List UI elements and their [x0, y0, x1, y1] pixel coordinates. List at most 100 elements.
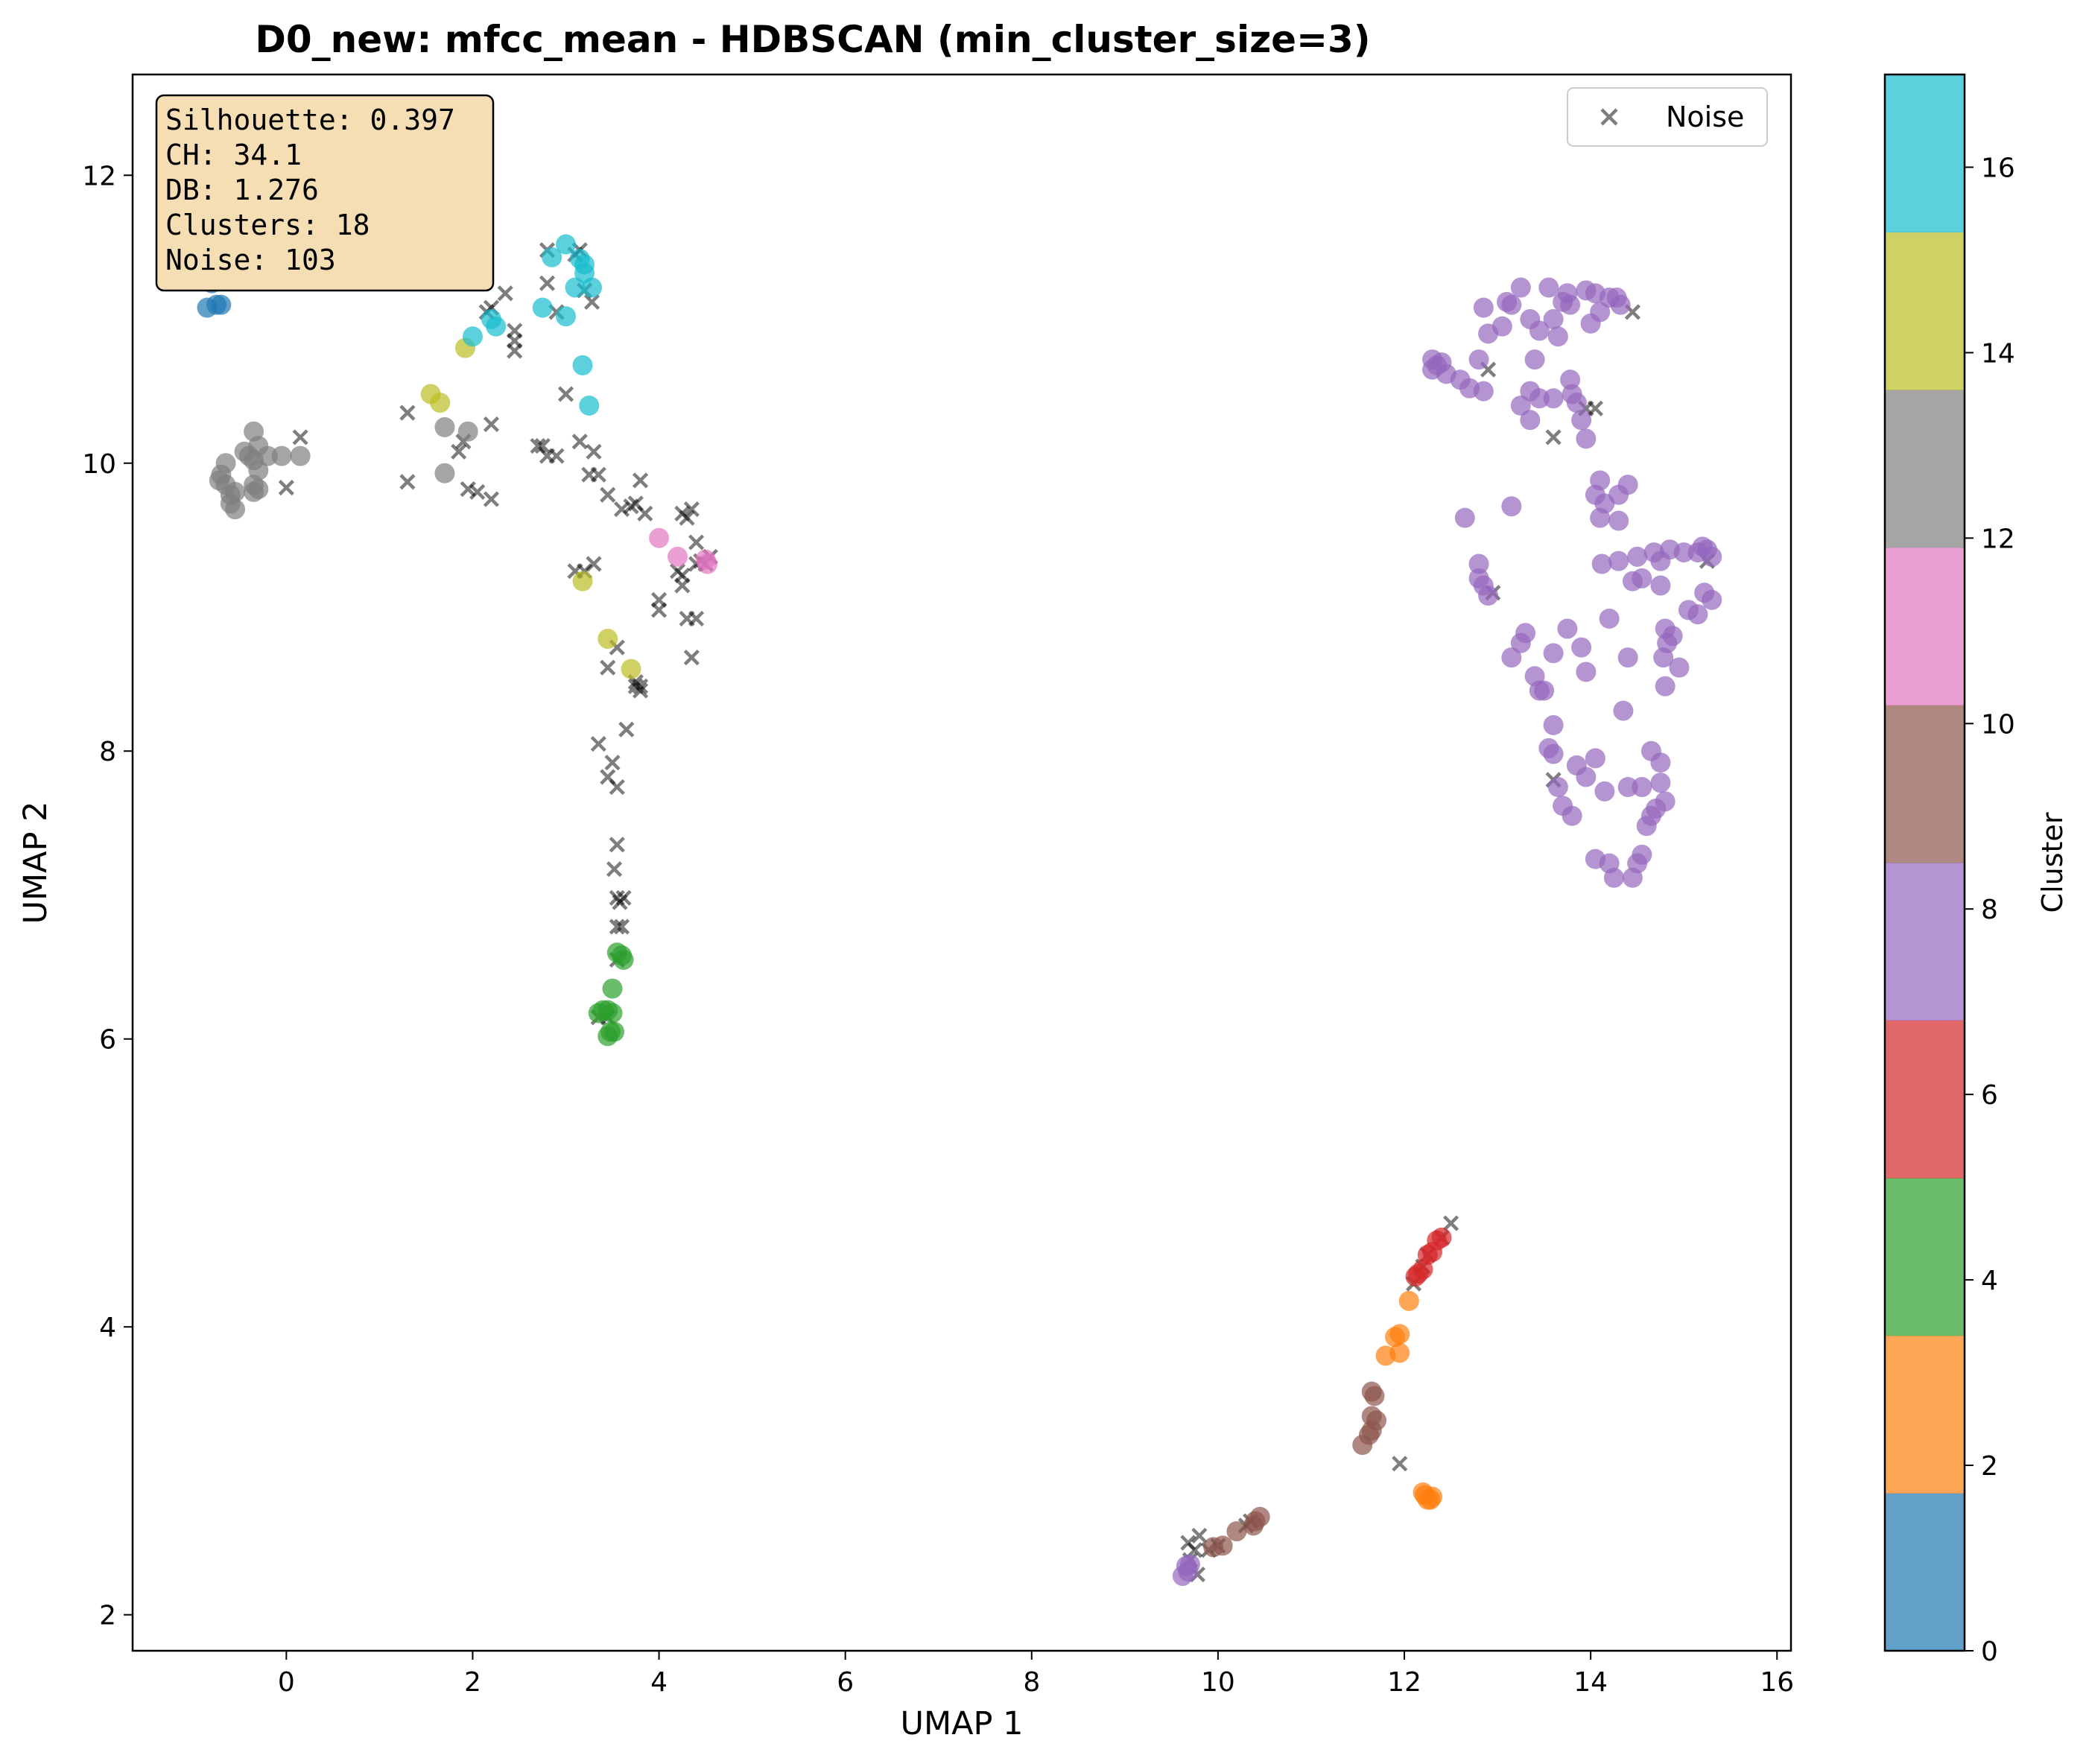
stats-box-background	[155, 94, 495, 292]
cluster-8-point	[1632, 844, 1652, 865]
cluster-16-point	[542, 247, 562, 267]
noise-point	[609, 919, 625, 935]
cluster-9-point	[1226, 1521, 1247, 1542]
cluster-8-point	[1562, 384, 1582, 404]
cluster-9-point	[1352, 1435, 1373, 1456]
cluster-11-point	[649, 527, 670, 548]
cluster-8-point	[1524, 349, 1545, 370]
cluster-8-point	[1673, 542, 1694, 563]
x-tick-label: 6	[837, 1667, 854, 1698]
colorbar-band	[1885, 705, 1965, 863]
cluster-8-point	[1580, 313, 1601, 334]
cluster-8-point	[1594, 781, 1615, 802]
cluster-16-point	[556, 234, 577, 255]
cluster-8-point	[1591, 553, 1612, 574]
cluster-9-point	[1364, 1386, 1385, 1406]
x-axis-label: UMAP 1	[901, 1705, 1024, 1742]
cluster-3-point	[1375, 1345, 1396, 1366]
y-tick-label: 8	[99, 737, 116, 767]
cluster-8-point	[1662, 626, 1683, 647]
cluster-8-point	[1617, 475, 1638, 495]
colorbar-band	[1885, 863, 1965, 1021]
cluster-9-point	[1203, 1537, 1224, 1558]
noise-points	[250, 141, 1716, 1583]
x-tick-label: 8	[1023, 1667, 1040, 1698]
cluster-8-point	[1543, 388, 1564, 409]
noise-point	[483, 416, 500, 433]
noise-point	[586, 443, 602, 460]
cluster-13-point	[434, 463, 455, 483]
noise-point	[571, 434, 588, 450]
noise-point	[534, 437, 551, 454]
colorbar-band	[1885, 390, 1965, 548]
cluster-points	[197, 136, 1722, 1587]
noise-point	[1442, 1215, 1459, 1231]
noise-point	[613, 501, 630, 518]
cluster-16-point	[579, 395, 600, 416]
cluster-8-point	[1454, 507, 1475, 528]
cluster-8-point	[1571, 637, 1592, 658]
cluster-8-point	[1702, 589, 1722, 610]
stats-db: DB: 1.276	[165, 174, 319, 206]
colorbar-tick-label: 6	[1981, 1080, 1998, 1111]
colorbar-tick-label: 12	[1981, 524, 2015, 554]
noise-point	[679, 510, 695, 526]
legend: Noise	[1567, 87, 1768, 147]
cluster-8-point	[1603, 867, 1624, 888]
noise-point	[399, 474, 416, 490]
cluster-15-point	[572, 571, 593, 591]
x-tick-label: 16	[1760, 1667, 1794, 1698]
cluster-0-point	[211, 294, 232, 315]
cluster-8-point	[1617, 647, 1638, 668]
cluster-8-point	[1610, 294, 1631, 315]
noise-point	[688, 610, 705, 627]
noise-point	[483, 491, 500, 507]
cluster-8-point	[1608, 551, 1629, 571]
cluster-16-point	[582, 277, 603, 298]
cluster-15-point	[621, 659, 641, 679]
cluster-8-point	[1547, 326, 1568, 347]
cluster-8-point	[1520, 410, 1541, 431]
cluster-13-point	[434, 416, 455, 437]
colorbar-tick-label: 4	[1981, 1266, 1998, 1296]
cluster-13-point	[290, 445, 311, 466]
noise-point	[278, 480, 294, 496]
noise-point	[674, 577, 691, 594]
colorbar	[1885, 74, 1965, 1652]
noise-point	[618, 721, 635, 737]
x-tick-label: 0	[278, 1667, 295, 1698]
legend-box	[1567, 87, 1768, 147]
y-axis-ticks: 2 4 6 8 10 12	[82, 161, 133, 1631]
cluster-8-point	[1520, 381, 1541, 402]
cluster-8-point	[1678, 600, 1699, 621]
cluster-8-point	[1473, 297, 1494, 318]
cluster-8-point	[1576, 662, 1597, 682]
cluster-8-point	[1669, 657, 1690, 678]
cluster-6-point	[1179, 1554, 1200, 1575]
noise-point	[399, 404, 416, 421]
cluster-8-point	[1529, 320, 1550, 341]
cluster-8-point	[1510, 277, 1531, 298]
noise-point	[600, 659, 616, 676]
cluster-8-point	[1468, 349, 1489, 370]
cluster-8-point	[1632, 568, 1652, 588]
y-tick-label: 6	[99, 1025, 116, 1056]
cluster-9-point	[1243, 1515, 1264, 1536]
colorbar-label: Cluster	[2036, 812, 2069, 913]
colorbar-tick-label: 10	[1981, 709, 2015, 740]
y-axis-label: UMAP 2	[17, 802, 54, 924]
cluster-8-point	[1478, 586, 1499, 606]
cluster-8-point	[1599, 608, 1620, 629]
noise-point	[460, 480, 476, 498]
cluster-8-point	[1473, 381, 1494, 402]
cluster-8-point	[1501, 294, 1522, 315]
colorbar-tick-label: 2	[1981, 1451, 1998, 1482]
noise-point	[609, 837, 625, 853]
stats-clusters: Clusters: 18	[165, 209, 370, 241]
x-tick-label: 12	[1387, 1667, 1421, 1698]
cluster-8-point	[1543, 743, 1564, 764]
cluster-11-point	[668, 546, 688, 567]
noise-point	[590, 735, 606, 752]
noise-point	[590, 466, 606, 483]
